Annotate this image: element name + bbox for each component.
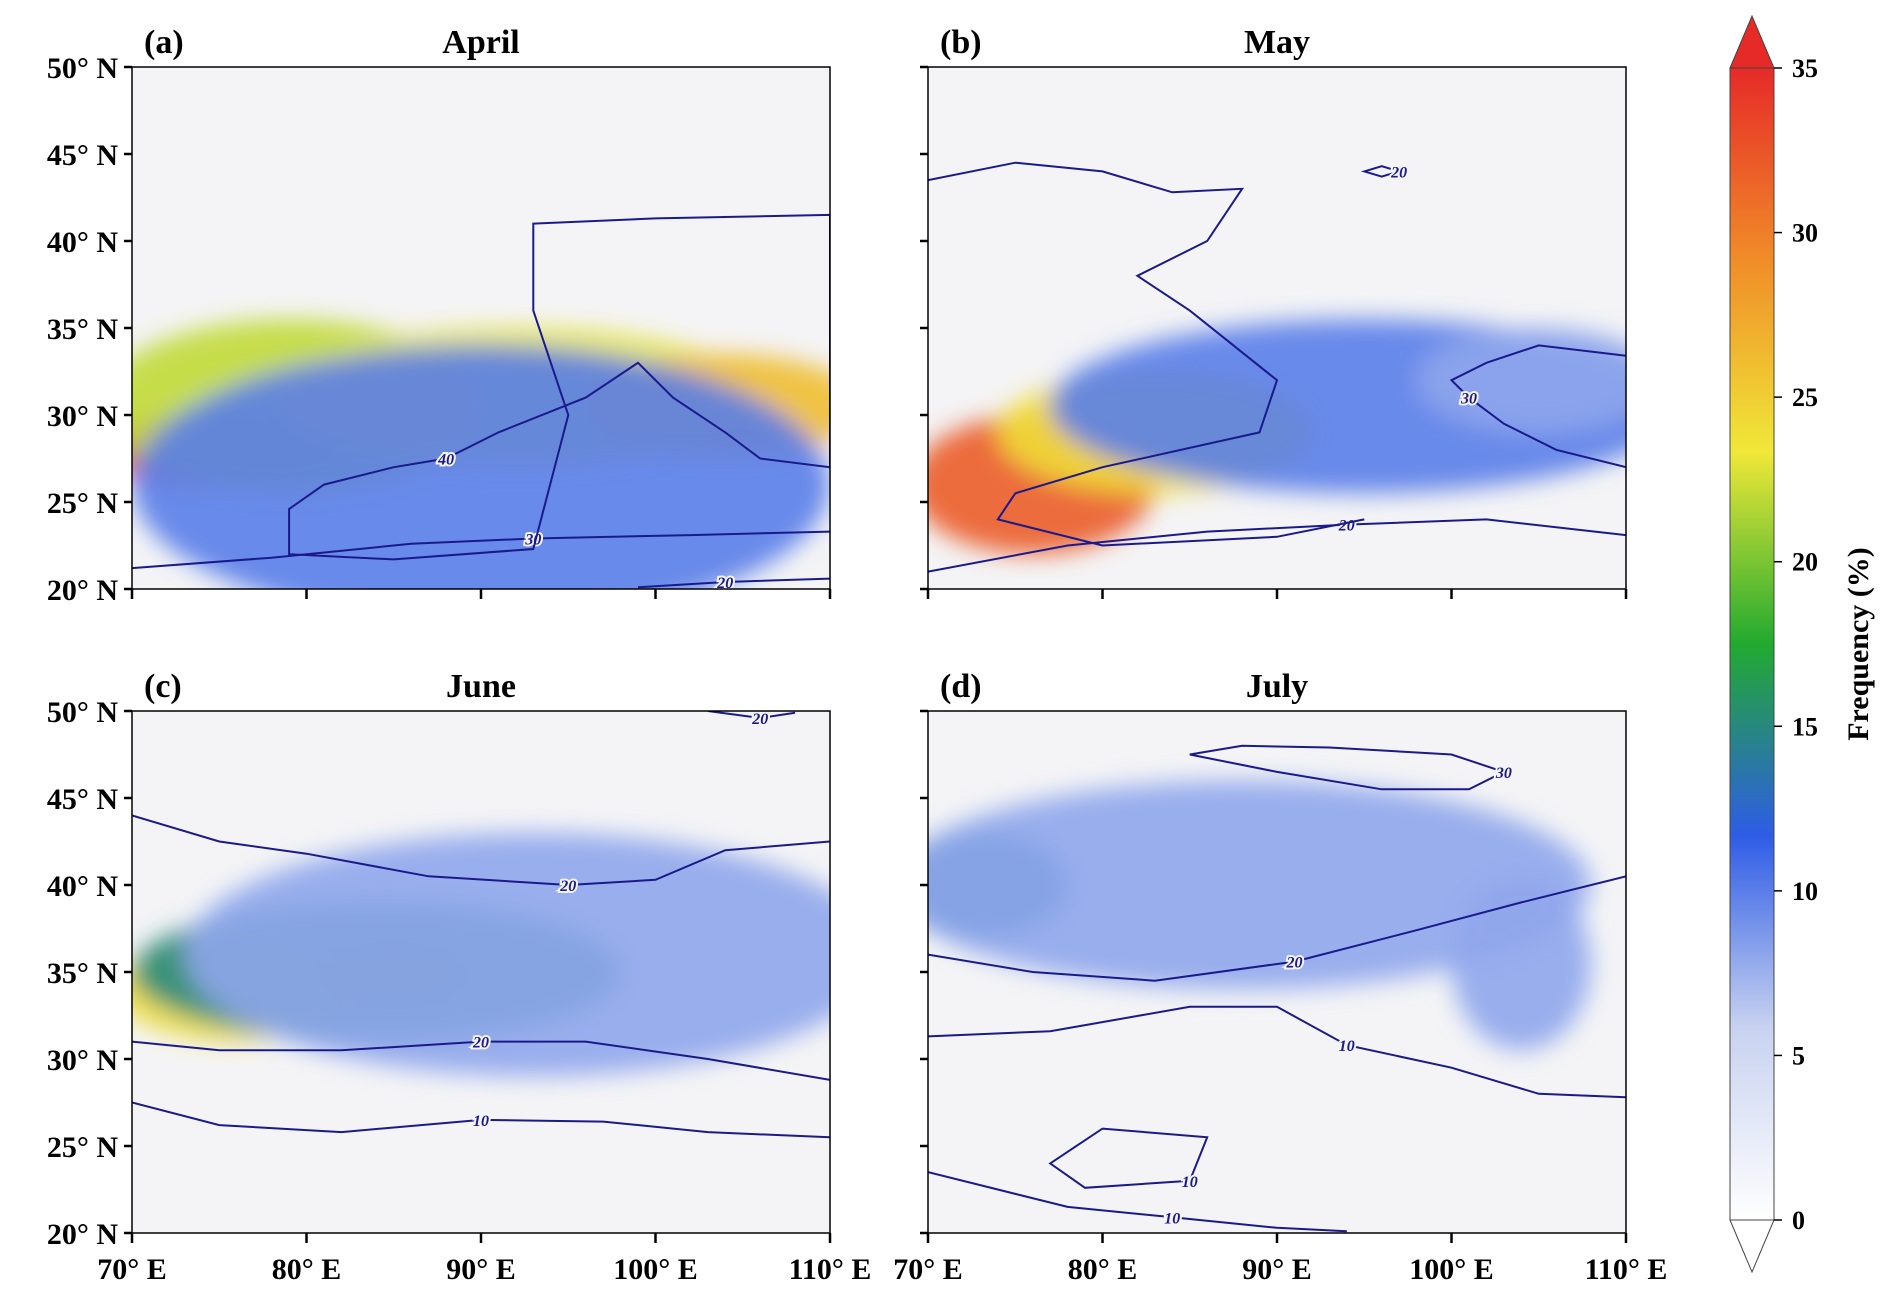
frequency-blob — [184, 832, 830, 1077]
lon-tick-label: 80° E — [272, 1253, 342, 1286]
lat-tick-label: 25° N — [47, 487, 118, 520]
lat-tick-label: 20° N — [47, 574, 118, 607]
contour-label: 20 — [559, 878, 576, 895]
contour-label: 20 — [472, 1035, 489, 1052]
panel-letter: (d) — [940, 668, 982, 705]
panel-title: May — [1244, 24, 1310, 61]
map-panel-may: 20 30 20 (b) May — [920, 24, 1628, 599]
contour-line — [132, 1101, 830, 1139]
contour-line — [928, 1171, 1347, 1233]
panel-title: April — [442, 24, 519, 61]
contour-label: 30 — [1460, 391, 1477, 408]
lat-tick-label: 30° N — [47, 1044, 118, 1077]
contour-line — [928, 518, 1626, 573]
contour-line — [928, 875, 1626, 982]
contour-label: 30 — [1495, 765, 1512, 782]
contour-label: 20 — [716, 575, 733, 592]
contour-label: 30 — [524, 532, 541, 549]
lat-tick-label: 35° N — [47, 957, 118, 990]
contour-line — [132, 1040, 830, 1081]
contour-line — [1189, 744, 1507, 791]
colorbar-gradient — [1729, 67, 1775, 1221]
colorbar-tick-label: 15 — [1792, 712, 1818, 741]
colorbar-tick-label: 20 — [1792, 548, 1818, 577]
contour-line — [1360, 165, 1403, 178]
lon-tick-label: 90° E — [446, 1253, 516, 1286]
contour-line — [707, 711, 796, 720]
colorbar-min-extend — [1729, 1219, 1775, 1274]
colorbar-tick-label: 35 — [1792, 54, 1818, 83]
frequency-blob — [1451, 876, 1592, 1051]
lon-tick-label: 70° E — [97, 1253, 167, 1286]
frequency-field — [132, 832, 830, 1077]
lon-tick-label: 80° E — [1068, 1253, 1138, 1286]
frequency-blob — [1416, 328, 1626, 433]
contour-label: 20 — [1390, 164, 1407, 181]
contour-label: 20 — [751, 711, 768, 728]
lat-tick-label: 20° N — [47, 1218, 118, 1251]
contour-line — [132, 530, 830, 570]
lon-tick-label: 100° E — [1409, 1253, 1494, 1286]
lon-tick-label: 100° E — [613, 1253, 698, 1286]
lat-tick-label: 45° N — [47, 139, 118, 172]
contour-line — [1449, 344, 1626, 469]
contour-label: 20 — [1338, 518, 1355, 535]
colorbar-tick-label: 0 — [1792, 1206, 1805, 1235]
lat-tick-label: 40° N — [47, 870, 118, 903]
map-panel-july: 30 20 10 10 10 70° E 80° E 90° E 100° E 110° E (d)… — [893, 668, 1667, 1286]
frequency-blob — [928, 780, 1591, 990]
colorbar: 0 5 10 15 20 25 30 35 Frequency (%) — [1729, 14, 1875, 1274]
lat-tick-label: 50° N — [47, 696, 118, 729]
colorbar-tick-label: 10 — [1792, 877, 1818, 906]
lat-tick-label: 25° N — [47, 1131, 118, 1164]
frequency-field — [928, 780, 1592, 1051]
contour-line — [132, 814, 830, 887]
contour-line — [1048, 1127, 1209, 1189]
lon-tick-label: 110° E — [1585, 1253, 1668, 1286]
contour-label: 10 — [1164, 1210, 1180, 1227]
panel-title: June — [446, 668, 516, 705]
lon-tick-label: 110° E — [789, 1253, 872, 1286]
frequency-field — [928, 319, 1626, 555]
frequency-blob — [132, 345, 830, 589]
map-panel-april: 30 20 40 20° N 25° N 30° N 35° N 40° N 45° N 50° … — [47, 24, 832, 607]
panel-title: July — [1246, 668, 1308, 705]
contour-label: 40 — [437, 452, 454, 469]
colorbar-tick-label: 30 — [1792, 219, 1818, 248]
lat-tick-label: 45° N — [47, 783, 118, 816]
panel-letter: (c) — [144, 668, 182, 705]
colorbar-tick-label: 5 — [1792, 1041, 1805, 1070]
lat-tick-label: 50° N — [47, 52, 118, 85]
lon-tick-label: 70° E — [893, 1253, 963, 1286]
contour-line — [928, 161, 1365, 547]
panel-letter: (a) — [144, 24, 184, 61]
frequency-field — [132, 319, 830, 589]
lat-tick-label: 40° N — [47, 226, 118, 259]
contour-line — [288, 213, 830, 561]
contour-label: 20 — [1285, 955, 1302, 972]
map-panel-june: 20 20 10 20 20° N 25° N 30° N 35° N 40° N 45° N 50… — [47, 668, 872, 1286]
colorbar-tick-label: 25 — [1792, 383, 1818, 412]
lat-tick-label: 35° N — [47, 313, 118, 346]
contour-line — [928, 1005, 1626, 1099]
lon-tick-label: 90° E — [1242, 1253, 1312, 1286]
panel-letter: (b) — [940, 24, 982, 61]
contour-label: 10 — [1339, 1038, 1355, 1055]
contour-line — [637, 577, 830, 589]
contour-label: 10 — [473, 1113, 489, 1130]
lat-tick-label: 30° N — [47, 400, 118, 433]
colorbar-max-extend — [1729, 14, 1775, 69]
contour-label: 10 — [1182, 1174, 1198, 1191]
colorbar-label: Frequency (%) — [1842, 547, 1875, 741]
